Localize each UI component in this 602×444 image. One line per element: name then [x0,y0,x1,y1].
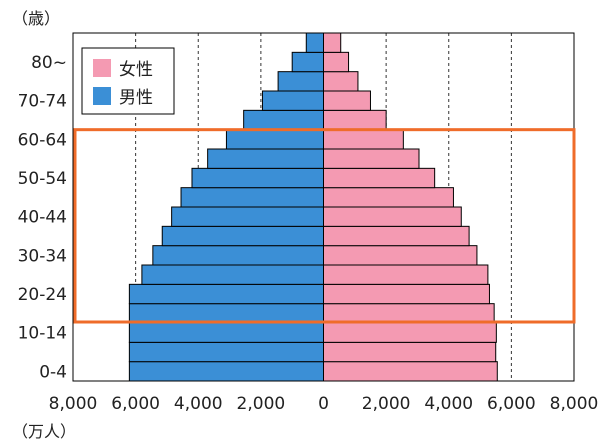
bar-female [323,264,489,285]
bar-female [323,90,371,111]
bar-female [323,225,470,247]
bar-male [291,51,324,73]
bar-male [305,32,325,53]
y-tick-label: 10-14 [18,324,67,344]
y-tick-label: 80~ [31,53,67,73]
legend-label-male: 男性 [119,88,153,108]
y-tick-label: 20-24 [18,285,67,305]
y-tick-label: 70-74 [18,92,67,112]
x-tick-labels: 8,000 6,000 4,000 2,000 0 2,000 4,000 6,000 8,00… [49,394,599,414]
bar-female [323,51,350,73]
bar-male [191,167,324,189]
x-tick-label: 6,000 [111,394,160,414]
y-tick-labels: 0-4 10-14 20-24 30-34 40-44 50-54 60-64 70-74 80… [18,53,67,382]
y-tick-label: 40-44 [18,208,67,228]
legend-label-female: 女性 [119,60,153,80]
bar-female [323,148,420,169]
x-tick-label: 2,000 [237,394,286,414]
bar-male [152,245,324,266]
bar-female [323,167,436,189]
bar-female [323,206,462,227]
x-tick-label: 2,000 [362,394,411,414]
bar-male [171,206,324,227]
bar-female [323,361,498,382]
y-tick-label: 30-34 [18,246,67,266]
bar-male [128,283,324,305]
bar-male [128,322,324,343]
bar-female [323,322,497,343]
x-tick-label: 8,000 [550,394,599,414]
x-tick-label: 6,000 [487,394,536,414]
bar-female [323,71,359,92]
bar-female [323,129,404,150]
y-tick-label: 50-54 [18,169,67,189]
x-unit-label: （万人） [12,422,76,441]
legend: 女性 男性 [81,47,175,115]
y-tick-label: 60-64 [18,130,67,150]
bar-female [323,109,387,131]
bar-male [128,341,324,363]
bar-female [323,303,495,324]
x-tick-label: 8,000 [49,394,98,414]
bar-male [128,361,324,382]
highlight-box [73,128,576,324]
legend-swatch-female [93,59,111,77]
legend-swatch-male [93,87,111,105]
bar-female [323,187,454,208]
bar-male [277,71,324,92]
bar-female [323,32,342,53]
bar-male [141,264,324,285]
bar-male [243,109,324,131]
bar-male [261,90,324,111]
bar-male [128,303,324,324]
x-tick-label: 4,000 [424,394,473,414]
bars [128,32,498,382]
y-unit-label: （歳） [12,9,60,28]
bar-female [323,341,497,363]
x-tick-label: 4,000 [174,394,223,414]
y-tick-label: 0-4 [39,362,67,382]
x-tick-label: 0 [318,394,329,414]
bar-male [161,225,324,247]
bar-female [323,283,490,305]
bar-male [180,187,324,208]
bar-female [323,245,478,266]
bar-male [225,129,324,150]
bar-male [207,148,324,169]
